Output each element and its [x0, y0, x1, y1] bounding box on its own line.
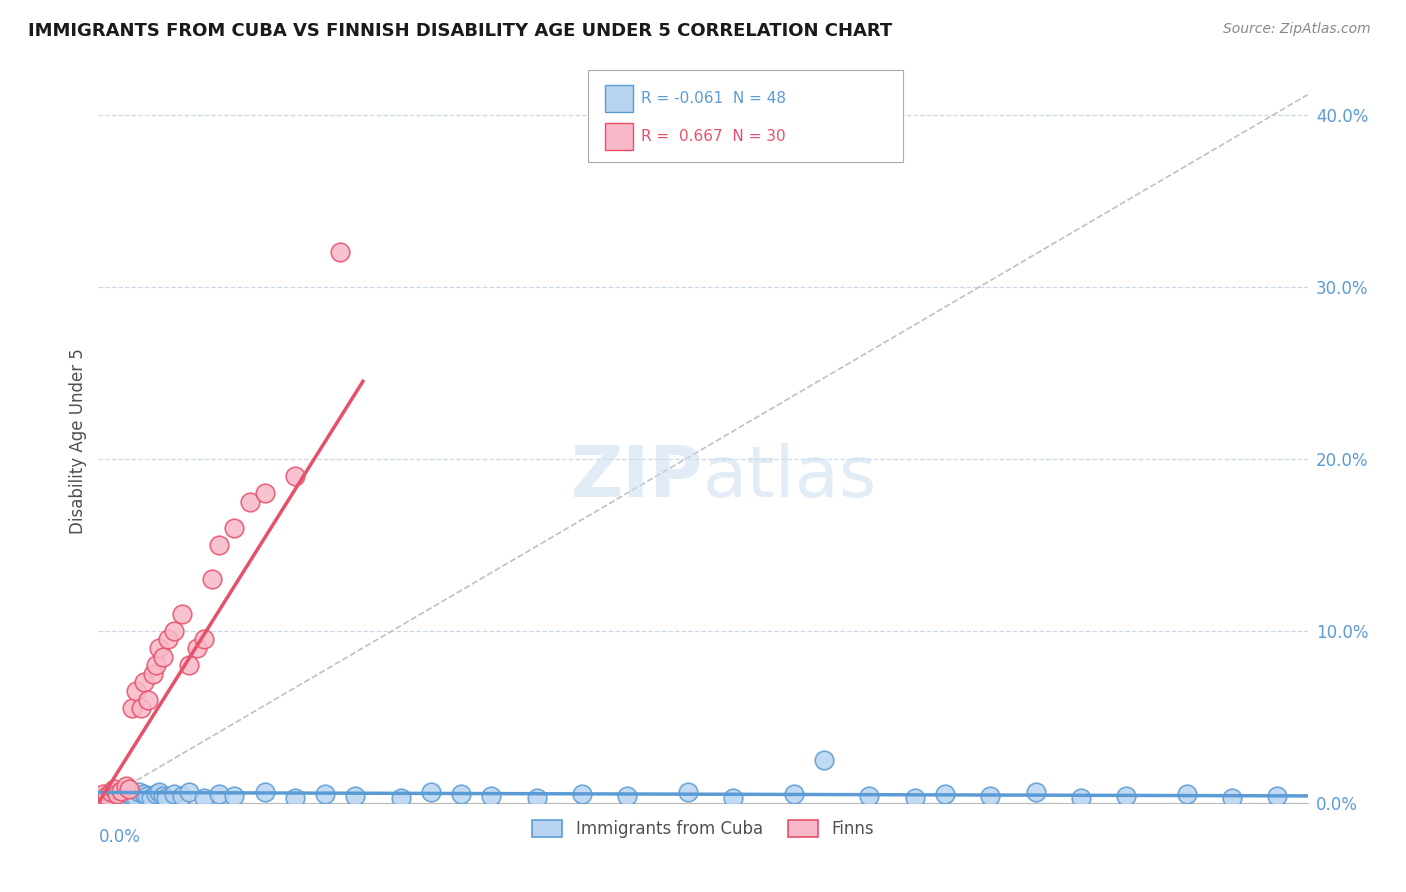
- Point: [193, 632, 215, 647]
- Point: [114, 790, 136, 805]
- Point: [145, 787, 167, 801]
- Point: [128, 785, 150, 799]
- Point: [152, 789, 174, 803]
- Point: [723, 790, 745, 805]
- Y-axis label: Disability Age Under 5: Disability Age Under 5: [69, 349, 87, 534]
- Point: [132, 675, 155, 690]
- Point: [94, 789, 117, 803]
- Point: [163, 787, 186, 801]
- Point: [284, 790, 307, 805]
- Point: [1267, 789, 1289, 803]
- Point: [676, 785, 699, 799]
- Point: [481, 789, 503, 803]
- Point: [253, 785, 276, 799]
- Point: [148, 640, 170, 655]
- Point: [224, 520, 246, 534]
- Point: [344, 789, 367, 803]
- Point: [110, 785, 132, 799]
- Point: [100, 790, 122, 805]
- Point: [329, 245, 352, 260]
- Point: [450, 787, 472, 801]
- Point: [155, 790, 177, 805]
- Point: [193, 790, 215, 805]
- Point: [114, 779, 136, 793]
- Text: Source: ZipAtlas.com: Source: ZipAtlas.com: [1223, 22, 1371, 37]
- Point: [179, 658, 201, 673]
- Point: [934, 787, 956, 801]
- Point: [1070, 790, 1092, 805]
- Point: [186, 640, 208, 655]
- Point: [132, 787, 155, 801]
- Point: [118, 787, 141, 801]
- Point: [152, 649, 174, 664]
- Point: [135, 789, 157, 803]
- Point: [100, 785, 122, 799]
- Point: [314, 787, 336, 801]
- Text: R = -0.061  N = 48: R = -0.061 N = 48: [641, 91, 786, 105]
- Point: [163, 624, 186, 638]
- Point: [179, 785, 201, 799]
- Point: [105, 787, 128, 801]
- Point: [105, 789, 128, 803]
- Point: [170, 789, 193, 803]
- Point: [142, 666, 165, 681]
- Point: [389, 790, 412, 805]
- Point: [110, 784, 132, 798]
- Point: [208, 538, 231, 552]
- Point: [571, 787, 593, 801]
- Point: [103, 782, 125, 797]
- Point: [813, 753, 835, 767]
- Point: [526, 790, 548, 805]
- Point: [125, 684, 148, 698]
- Point: [141, 790, 163, 805]
- Text: ZIP: ZIP: [571, 443, 703, 512]
- Point: [239, 494, 262, 508]
- Point: [96, 789, 118, 803]
- Point: [125, 790, 148, 805]
- Point: [1024, 785, 1046, 799]
- Text: IMMIGRANTS FROM CUBA VS FINNISH DISABILITY AGE UNDER 5 CORRELATION CHART: IMMIGRANTS FROM CUBA VS FINNISH DISABILI…: [28, 22, 893, 40]
- Point: [201, 572, 224, 586]
- Point: [1115, 789, 1137, 803]
- Point: [156, 632, 179, 647]
- Point: [858, 789, 880, 803]
- Text: 0.0%: 0.0%: [98, 828, 141, 847]
- Point: [103, 787, 125, 801]
- Point: [121, 789, 143, 803]
- Point: [136, 692, 159, 706]
- Point: [121, 701, 143, 715]
- Point: [979, 789, 1001, 803]
- Point: [420, 785, 443, 799]
- Point: [91, 787, 114, 801]
- Point: [118, 782, 141, 797]
- Point: [783, 787, 806, 801]
- Point: [616, 789, 638, 803]
- Text: R =  0.667  N = 30: R = 0.667 N = 30: [641, 129, 786, 144]
- Point: [253, 486, 276, 500]
- Point: [284, 469, 307, 483]
- Point: [904, 790, 927, 805]
- Point: [1220, 790, 1243, 805]
- Point: [129, 701, 152, 715]
- Point: [224, 789, 246, 803]
- Point: [208, 787, 231, 801]
- Point: [170, 607, 193, 621]
- Legend: Immigrants from Cuba, Finns: Immigrants from Cuba, Finns: [526, 814, 880, 845]
- Text: atlas: atlas: [703, 443, 877, 512]
- Point: [145, 658, 167, 673]
- Point: [148, 785, 170, 799]
- Point: [1175, 787, 1198, 801]
